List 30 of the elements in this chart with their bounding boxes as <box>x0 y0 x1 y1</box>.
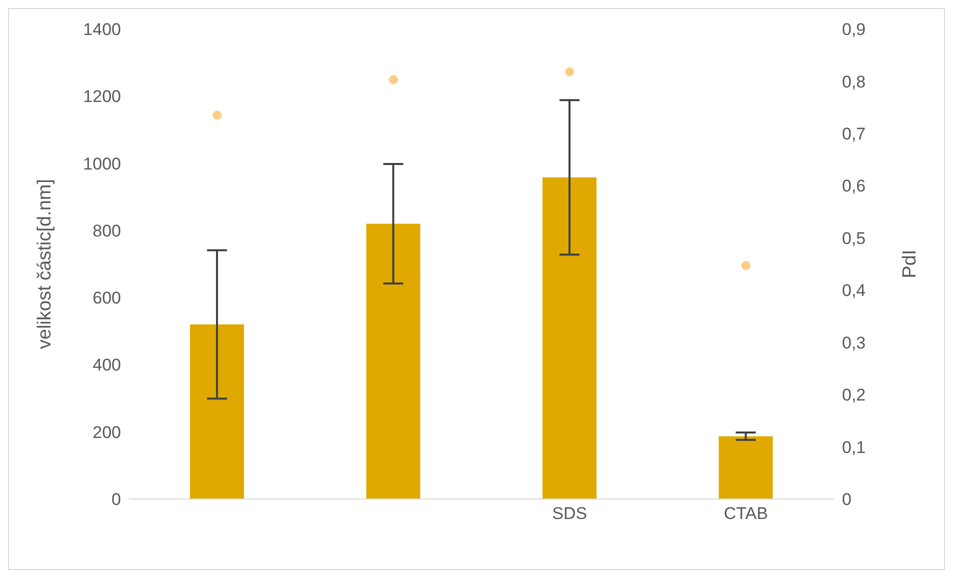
bar <box>190 324 244 499</box>
x-tick-label: SDS <box>552 504 588 524</box>
y-tick-label: 200 <box>92 422 121 442</box>
bar <box>542 177 596 499</box>
y-tick-label: 0 <box>112 490 121 510</box>
x-tick-label: CTAB <box>724 504 768 524</box>
y-tick-label: 400 <box>92 356 121 375</box>
y2-tick-label: 0,8 <box>842 72 866 92</box>
point <box>565 67 574 76</box>
y2-tick-label: 0,6 <box>842 176 866 196</box>
y-tick-label: 600 <box>92 288 121 308</box>
y2-axis-title: PdI <box>900 250 921 278</box>
y2-tick-label: 0,9 <box>842 20 866 40</box>
y2-tick-label: 0,4 <box>842 281 866 300</box>
bar <box>718 436 773 499</box>
y2-tick-label: 0,3 <box>842 333 866 352</box>
point <box>741 261 750 270</box>
y2-tick-label: 0,1 <box>842 438 866 457</box>
y2-tick-label: 0,2 <box>842 386 866 405</box>
point <box>212 110 222 120</box>
y2-tick-label: 0,7 <box>842 124 866 144</box>
y-tick-label: 1200 <box>83 87 121 106</box>
y-tick-label: 1400 <box>83 20 121 40</box>
bar <box>366 224 420 499</box>
y2-tick-label: 0,5 <box>842 228 866 248</box>
point <box>388 75 398 84</box>
y2-tick-label: 0 <box>842 490 852 510</box>
y-tick-label: 800 <box>92 221 121 240</box>
y-tick-label: 1000 <box>83 154 121 174</box>
y-axis-title: velikost částic[d.nm] <box>34 179 56 349</box>
